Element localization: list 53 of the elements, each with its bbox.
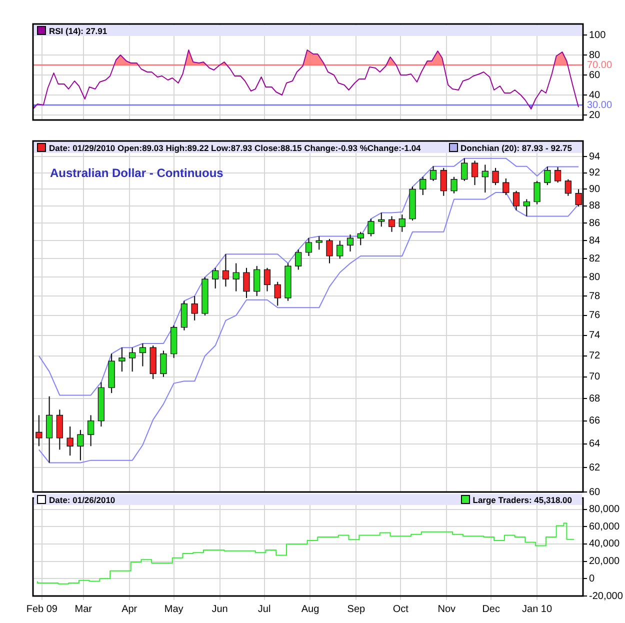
ref-line-label: 70.00 bbox=[587, 60, 612, 71]
y-tick-label: 86 bbox=[589, 218, 601, 229]
y-tick-label: 92 bbox=[589, 168, 601, 179]
annotation: Date: 01/29/2010 Open:89.03 High:89.22 Low:87.93 Close:88.15 Change:-0.93 %Change:-1.04 bbox=[49, 142, 421, 152]
x-tick-label: Aug bbox=[301, 604, 320, 615]
y-tick-label: 88 bbox=[589, 200, 601, 212]
y-tick-label: 60,000 bbox=[589, 521, 620, 532]
y-tick-label: 80 bbox=[589, 50, 601, 61]
header-strip: Date: 01/26/2010 Large Traders: 45,318.00 bbox=[34, 494, 582, 505]
y-tick-label: 80,000 bbox=[589, 504, 620, 516]
y-tick-label: 40,000 bbox=[589, 538, 620, 550]
y-tick-label: 76 bbox=[589, 310, 601, 322]
x-tick-label: May bbox=[164, 604, 184, 615]
x-tick-label: Sep bbox=[347, 604, 366, 615]
x-tick-label: Jun bbox=[212, 604, 228, 615]
y-tick-label: 74 bbox=[589, 330, 601, 342]
y-tick-label: 78 bbox=[589, 290, 601, 302]
ref-line-label: 30.00 bbox=[587, 100, 612, 111]
y-tick-label: 72 bbox=[589, 350, 601, 362]
candlestick bbox=[544, 166, 551, 186]
y-tick-label: 82 bbox=[589, 253, 601, 264]
y-tick-label: 20,000 bbox=[589, 556, 620, 568]
y-tick-label: 60 bbox=[589, 486, 601, 498]
y-tick-label: 40 bbox=[589, 90, 601, 101]
annotation: Date: 01/26/2010 bbox=[49, 494, 116, 504]
x-tick-label: Dec bbox=[482, 604, 500, 615]
annotation: Large Traders: 45,318.00 bbox=[472, 494, 572, 504]
y-tick-label: 100 bbox=[589, 30, 606, 41]
y-tick-label: 90 bbox=[589, 184, 601, 195]
y-tick-label: 60 bbox=[589, 70, 601, 81]
x-tick-label: Jan 10 bbox=[522, 604, 552, 615]
annotation: RSI (14): 27.91 bbox=[49, 26, 108, 36]
x-tick-label: Oct bbox=[392, 604, 409, 615]
y-tick-label: 20 bbox=[589, 110, 601, 121]
x-tick-label: Nov bbox=[438, 604, 456, 615]
header-strip: Date: 01/29/2010 Open:89.03 High:89.22 Low:87.93 Close:88.15 Change:-0.93 %Change:-1.04 Donchian (20): 87.93 - 92.75 bbox=[34, 142, 582, 153]
y-tick-label: 94 bbox=[589, 151, 601, 162]
header-strip: RSI (14): 27.91 bbox=[34, 25, 582, 36]
y-tick-label: 62 bbox=[589, 462, 601, 474]
y-tick-label: 70 bbox=[589, 372, 601, 383]
y-tick-label: 64 bbox=[589, 438, 601, 450]
y-tick-label: 68 bbox=[589, 393, 601, 404]
x-tick-label: Mar bbox=[74, 604, 93, 615]
y-tick-label: 66 bbox=[589, 416, 601, 427]
x-tick-label: Jul bbox=[258, 604, 271, 615]
x-tick-label: Feb 09 bbox=[26, 604, 58, 615]
annotation: Donchian (20): 87.93 - 92.75 bbox=[460, 142, 572, 152]
y-tick-label: -20,000 bbox=[589, 590, 624, 602]
y-tick-label: 0 bbox=[589, 573, 595, 584]
x-tick-label: Apr bbox=[122, 604, 138, 615]
y-tick-label: 80 bbox=[589, 272, 601, 283]
text: Australian Dollar - Continuous bbox=[50, 166, 224, 180]
y-tick-label: 84 bbox=[589, 235, 601, 246]
